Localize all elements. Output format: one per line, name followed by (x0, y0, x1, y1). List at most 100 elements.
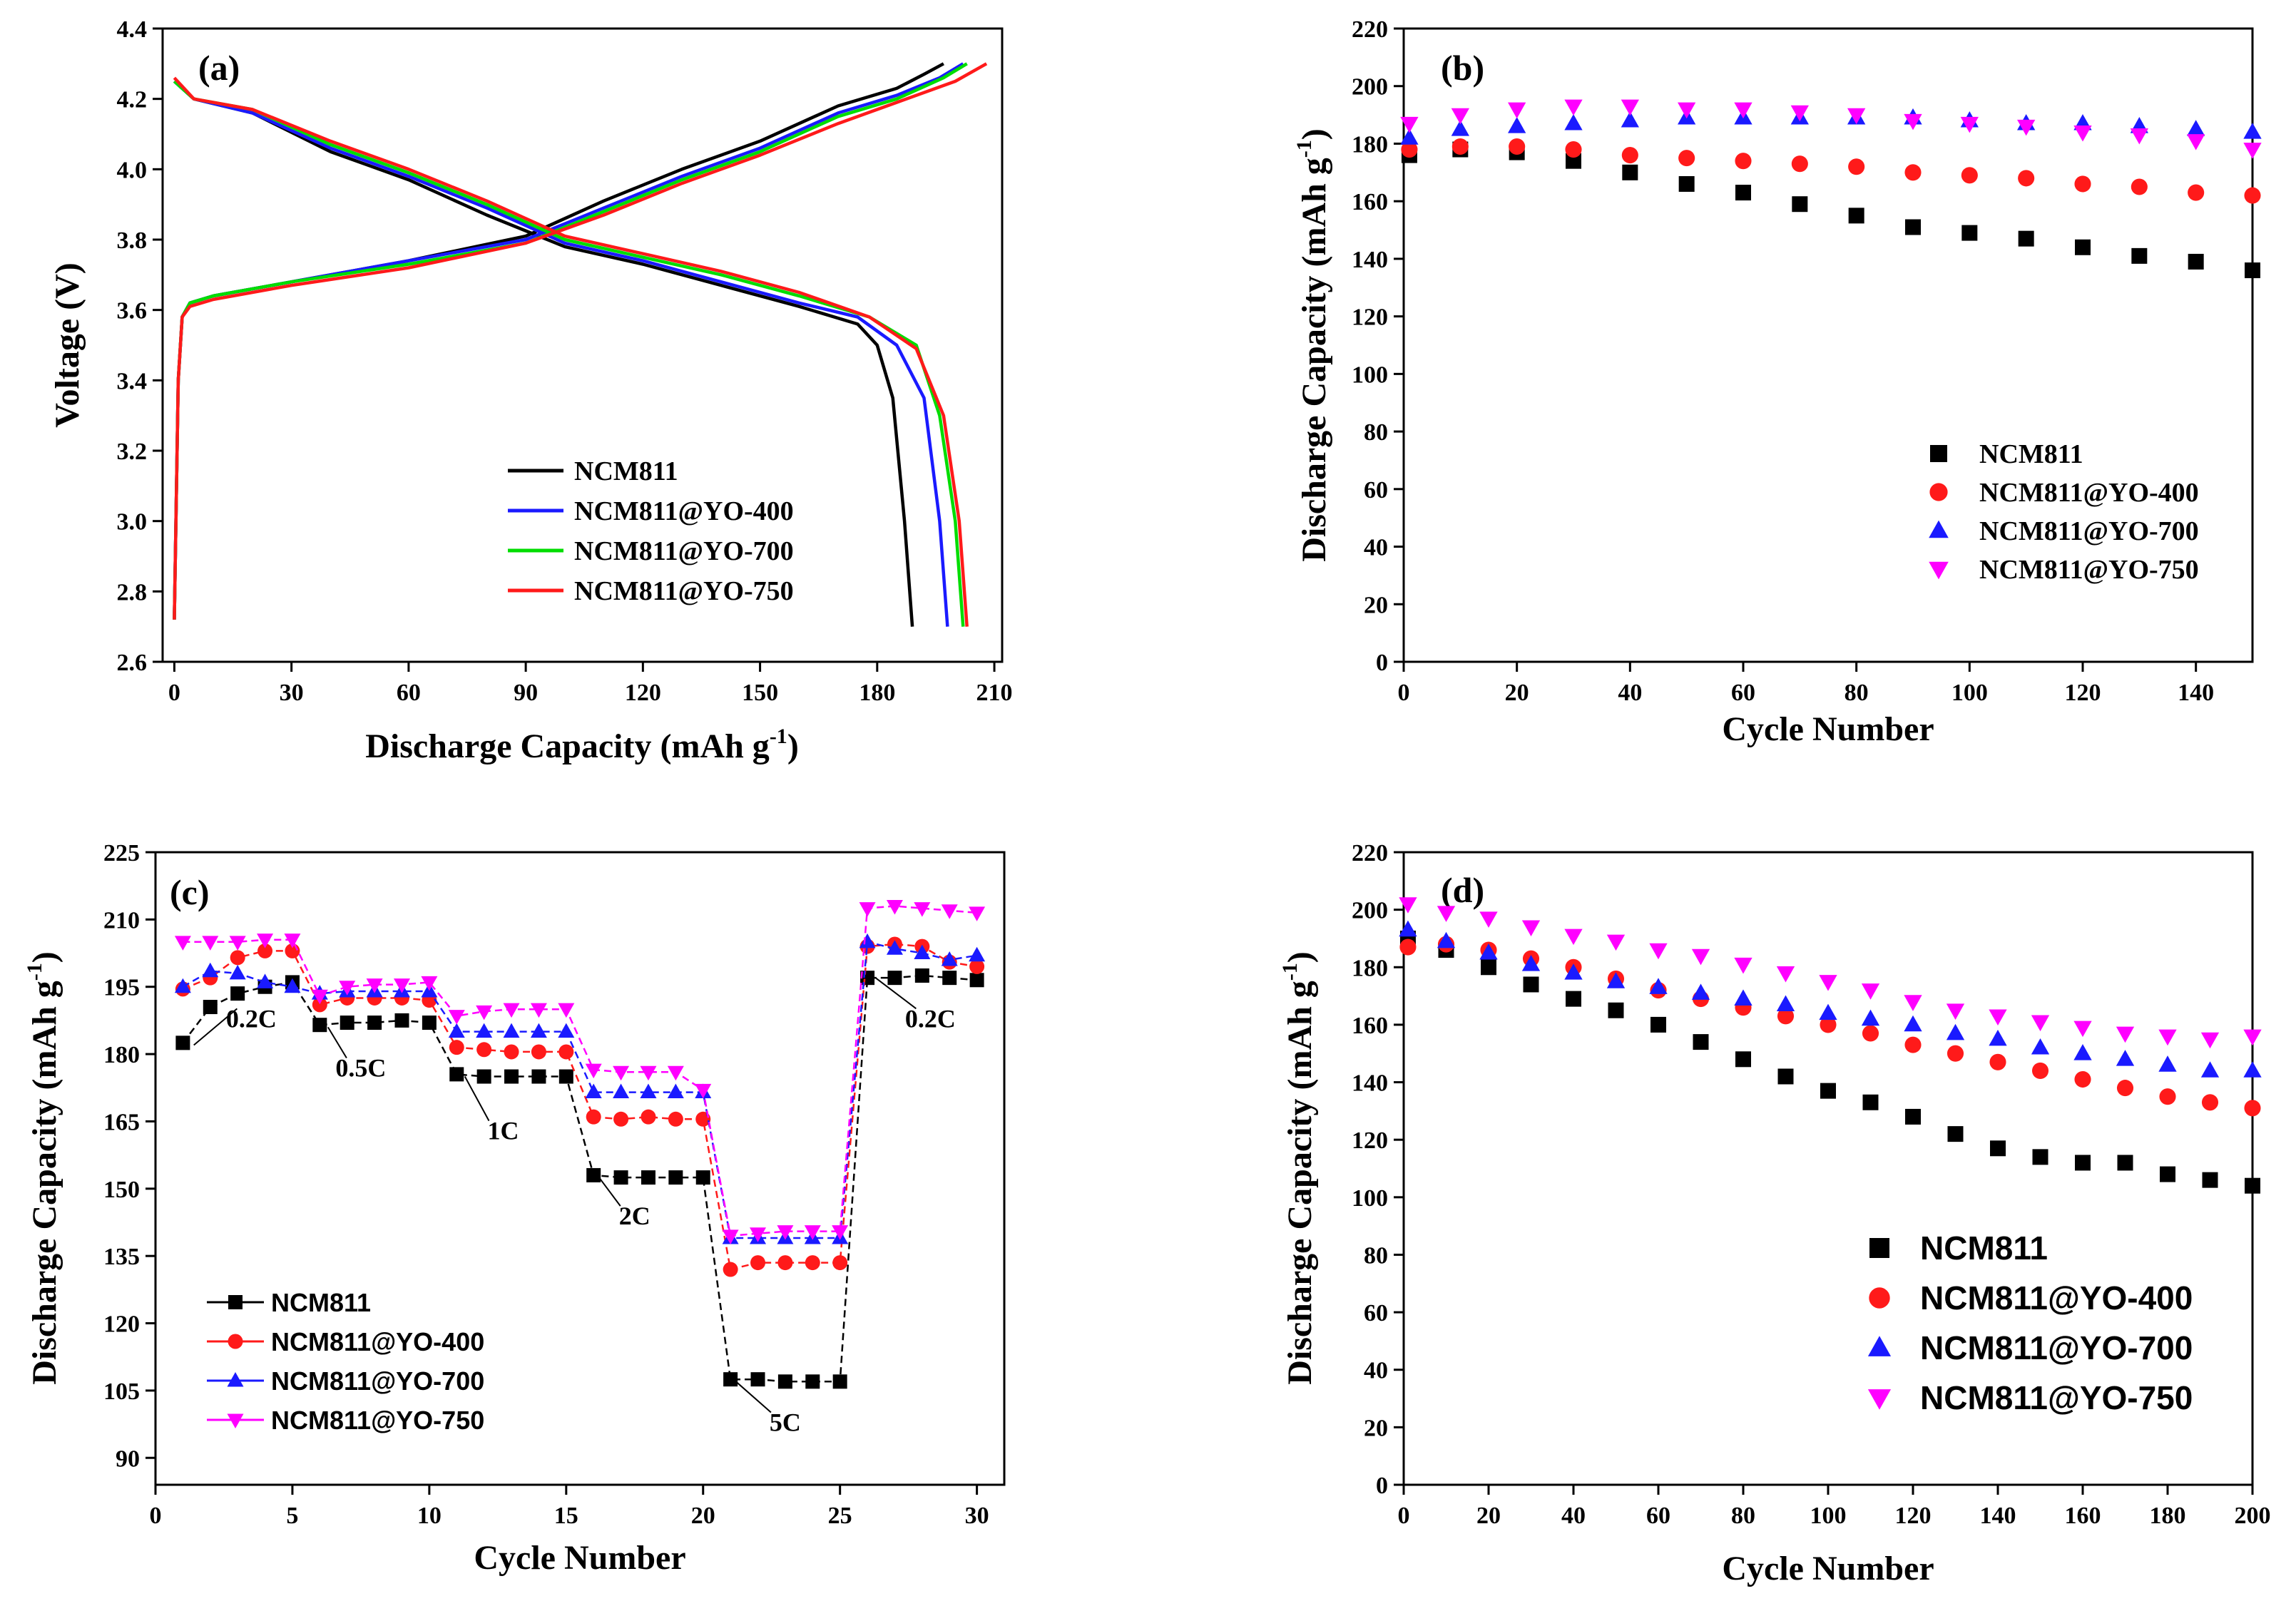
d-point-ncm811-yo-750-2 (1479, 911, 1498, 928)
d-point-ncm811-yo-700-7 (1691, 983, 1710, 1000)
b-x-tick-label-2: 40 (1618, 680, 1642, 706)
c-point-ncm811-yo-700-25 (859, 933, 876, 948)
c-legend-label-ncm811-yo-700: NCM811@YO-700 (271, 1366, 484, 1396)
a-x-tick-label-2: 60 (397, 680, 421, 706)
b-point-ncm811-yo-750-9 (1904, 113, 1922, 131)
c-point-ncm811-yo-700-27 (914, 944, 931, 960)
c-point-ncm811-yo-750-27 (914, 902, 931, 917)
c-point-ncm811-yo-700-4 (284, 978, 301, 993)
c-point-ncm811-yo-400-22 (777, 1255, 793, 1271)
b-point-ncm811-yo-700-14 (2187, 120, 2205, 136)
curves-a (173, 62, 988, 627)
c-point-ncm811-yo-700-14 (558, 1023, 575, 1038)
x-axis-label-d: Cycle Number (1722, 1550, 1934, 1587)
d-x-tick-label-5: 100 (1810, 1503, 1847, 1529)
a-x-tick-label-5: 150 (742, 680, 778, 706)
c-point-ncm811-yo-400-18 (668, 1111, 683, 1127)
c-point-ncm811-yo-750-7 (366, 978, 383, 993)
b-x-tick-label-3: 60 (1731, 680, 1755, 706)
c-point-ncm811-15 (586, 1167, 601, 1182)
d-point-ncm811-17 (2117, 1155, 2133, 1171)
c-rate-leader-3 (598, 1177, 621, 1207)
b-y-tick-label-10: 200 (1352, 74, 1388, 101)
d-point-ncm811-yo-700-16 (2073, 1044, 2092, 1060)
b-point-ncm811-yo-750-5 (1678, 102, 1696, 119)
c-point-ncm811-yo-400-10 (449, 1040, 464, 1055)
a-x-tick-label-1: 30 (280, 680, 304, 706)
c-point-ncm811-28 (942, 971, 957, 986)
b-point-ncm811-yo-750-14 (2187, 134, 2205, 150)
b-point-ncm811-yo-750-11 (2017, 119, 2036, 136)
c-x-tick-label-1: 5 (286, 1503, 298, 1529)
d-point-ncm811-yo-700-11 (1861, 1009, 1880, 1026)
a-y-tick-label-6: 3.8 (117, 227, 148, 254)
b-point-ncm811-4 (1622, 164, 1638, 180)
d-point-ncm811-7 (1693, 1034, 1709, 1050)
c-point-ncm811-yo-400-29 (969, 958, 985, 974)
a-y-tick-label-8: 4.2 (117, 87, 148, 113)
b-y-tick-label-4: 80 (1364, 419, 1388, 446)
b-point-ncm811-yo-750-15 (2243, 143, 2262, 159)
c-point-ncm811-yo-400-17 (641, 1109, 656, 1125)
d-point-ncm811-yo-750-3 (1521, 920, 1541, 937)
c-point-ncm811-yo-700-28 (941, 951, 958, 966)
c-point-ncm811-yo-700-15 (585, 1083, 602, 1099)
c-point-ncm811-yo-750-16 (613, 1065, 630, 1081)
c-point-ncm811-yo-400-2 (230, 950, 245, 966)
c-point-ncm811-yo-400-14 (558, 1044, 574, 1060)
d-point-ncm811-yo-750-20 (2243, 1029, 2262, 1046)
x-axis-label-c: Cycle Number (474, 1539, 685, 1577)
d-point-ncm811-yo-400-11 (1862, 1025, 1879, 1042)
d-y-tick-label-8: 160 (1352, 1013, 1388, 1039)
b-y-tick-label-3: 60 (1364, 477, 1388, 503)
c-point-ncm811-18 (668, 1170, 683, 1185)
d-point-ncm811-4 (1566, 991, 1581, 1007)
d-point-ncm811-yo-400-16 (2074, 1070, 2091, 1088)
b-x-tick-label-0: 0 (1398, 680, 1410, 706)
d-point-ncm811-20 (2245, 1177, 2260, 1194)
d-point-ncm811-yo-750-19 (2200, 1032, 2220, 1049)
points-d (1399, 897, 2262, 1194)
d-point-ncm811-yo-400-10 (1820, 1016, 1837, 1033)
c-point-ncm811-yo-750-12 (503, 1003, 520, 1018)
d-point-ncm811-19 (2202, 1172, 2218, 1188)
c-legend-marker-ncm811-yo-700 (227, 1372, 244, 1387)
c-point-ncm811-yo-750-1 (202, 936, 219, 951)
d-point-ncm811-yo-700-15 (2031, 1038, 2050, 1055)
c-x-tick-label-0: 0 (150, 1503, 162, 1529)
b-point-ncm811-yo-700-4 (1621, 111, 1639, 128)
b-point-ncm811-7 (1792, 196, 1808, 213)
d-point-ncm811-8 (1735, 1051, 1751, 1068)
d-legend-label-ncm811-yo-400: NCM811@YO-400 (1920, 1279, 2193, 1316)
b-point-ncm811-yo-750-4 (1621, 99, 1639, 116)
c-line-ncm811-yo-750 (183, 905, 977, 1237)
d-point-ncm811-yo-700-13 (1946, 1023, 1965, 1040)
b-point-ncm811-14 (2188, 253, 2204, 270)
c-point-ncm811-yo-700-17 (640, 1083, 657, 1099)
panel-label-a: (a) (198, 48, 240, 88)
c-y-tick-label-6: 180 (103, 1042, 140, 1068)
d-point-ncm811-yo-700-3 (1521, 955, 1541, 971)
a-y-tick-label-3: 3.2 (117, 439, 148, 465)
d-point-ncm811-yo-700-0 (1399, 920, 1417, 937)
b-point-ncm811-yo-750-13 (2130, 128, 2148, 145)
rate-labels-c: 0.2C 0.5C 1C 2C 5C 0.2C (193, 977, 956, 1437)
d-point-ncm811-12 (1905, 1108, 1921, 1125)
curves-c (174, 899, 986, 1389)
c-point-ncm811-22 (777, 1374, 792, 1389)
a-legend-label-ncm811-yo-400: NCM811@YO-400 (574, 496, 794, 526)
d-point-ncm811-9 (1777, 1068, 1794, 1085)
c-point-ncm811-yo-750-6 (339, 981, 356, 996)
c-point-ncm811-29 (969, 973, 984, 988)
d-point-ncm811-2 (1481, 959, 1496, 976)
c-point-ncm811-yo-750-21 (750, 1227, 767, 1242)
c-point-ncm811-24 (832, 1374, 847, 1389)
d-point-ncm811-14 (1990, 1140, 2006, 1157)
b-point-ncm811-yo-400-13 (2131, 178, 2148, 195)
b-point-ncm811-yo-700-0 (1400, 128, 1419, 145)
d-x-tick-label-10: 200 (2235, 1503, 2271, 1529)
c-rate-label-1: 0.5C (335, 1054, 386, 1083)
c-point-ncm811-yo-750-17 (640, 1065, 657, 1081)
c-point-ncm811-17 (641, 1170, 655, 1185)
